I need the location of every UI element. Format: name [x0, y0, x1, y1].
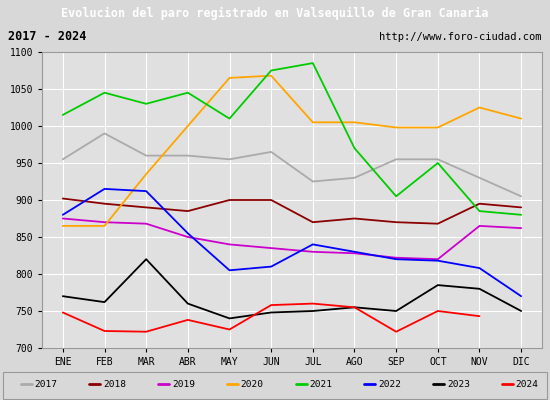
Text: 2019: 2019 [172, 380, 195, 389]
Text: 2021: 2021 [309, 380, 332, 389]
Text: 2017: 2017 [34, 380, 57, 389]
Text: 2020: 2020 [241, 380, 263, 389]
Text: Evolucion del paro registrado en Valsequillo de Gran Canaria: Evolucion del paro registrado en Valsequ… [61, 6, 489, 20]
Text: 2018: 2018 [103, 380, 126, 389]
Text: 2017 - 2024: 2017 - 2024 [8, 30, 87, 44]
Text: 2024: 2024 [516, 380, 538, 389]
Text: http://www.foro-ciudad.com: http://www.foro-ciudad.com [379, 32, 542, 42]
Text: 2022: 2022 [378, 380, 401, 389]
Text: 2023: 2023 [447, 380, 470, 389]
